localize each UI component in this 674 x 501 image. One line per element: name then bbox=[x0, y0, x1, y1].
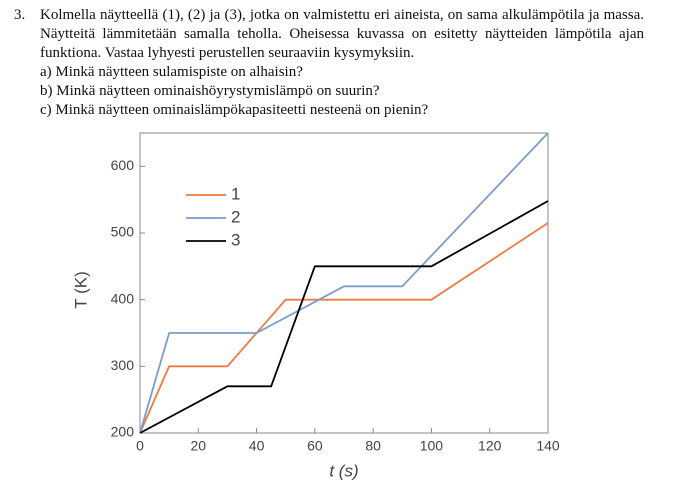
plot-frame bbox=[139, 132, 549, 434]
question-number: 3. bbox=[14, 7, 26, 23]
y-tick-label: 200 bbox=[111, 424, 135, 440]
x-axis-label: t (s) bbox=[329, 461, 358, 480]
legend-label: 3 bbox=[231, 230, 240, 249]
legend-label: 1 bbox=[231, 184, 240, 203]
x-tick-label: 80 bbox=[365, 438, 381, 454]
question-text: Kolmella näytteellä (1), (2) ja (3), jot… bbox=[40, 7, 644, 61]
x-tick-label: 100 bbox=[420, 438, 444, 454]
item-text: Minkä näytteen sulamispiste on alhaisin? bbox=[55, 64, 303, 80]
question: 3. Kolmella näytteellä (1), (2) ja (3), … bbox=[14, 6, 644, 120]
y-axis-label: T (K) bbox=[71, 271, 90, 308]
x-tick-label: 40 bbox=[249, 438, 265, 454]
series-line bbox=[139, 222, 549, 434]
sub-question: a) Minkä näytteen sulamispiste on alhais… bbox=[40, 63, 644, 82]
y-tick-label: 500 bbox=[111, 224, 135, 240]
sub-question: c) Minkä näytteen ominaislämpökapasiteet… bbox=[40, 101, 644, 120]
sub-question: b) Minkä näytteen ominaishöyrystymislämp… bbox=[40, 82, 644, 101]
x-tick-label: 60 bbox=[307, 438, 323, 454]
item-label: b) bbox=[40, 83, 53, 99]
x-tick-label: 140 bbox=[536, 438, 560, 454]
item-text: Minkä näytteen ominaishöyrystymislämpö o… bbox=[56, 83, 380, 99]
series-line bbox=[139, 200, 549, 434]
item-text: Minkä näytteen ominaislämpökapasiteetti … bbox=[55, 102, 429, 118]
y-tick-label: 400 bbox=[111, 290, 135, 306]
legend-label: 2 bbox=[231, 207, 240, 226]
item-label: c) bbox=[40, 102, 52, 118]
y-tick-label: 300 bbox=[111, 357, 135, 373]
y-tick-label: 600 bbox=[111, 157, 135, 173]
x-tick-label: 0 bbox=[136, 438, 144, 454]
question-stem: 3. Kolmella näytteellä (1), (2) ja (3), … bbox=[14, 6, 644, 63]
x-tick-label: 20 bbox=[190, 438, 206, 454]
item-label: a) bbox=[40, 64, 52, 80]
x-tick-label: 120 bbox=[478, 438, 502, 454]
series-line bbox=[139, 132, 549, 434]
